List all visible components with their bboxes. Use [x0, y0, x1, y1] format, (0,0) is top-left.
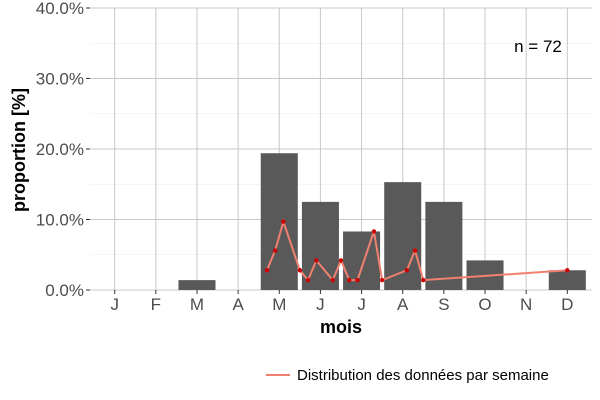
bar — [548, 270, 586, 290]
weekly-point — [305, 277, 311, 283]
x-tick-label: S — [438, 295, 449, 314]
weekly-point — [404, 268, 410, 273]
bar — [178, 280, 216, 290]
x-tick-label: J — [316, 295, 325, 314]
weekly-point — [347, 277, 352, 283]
x-tick-label: J — [110, 295, 119, 314]
weekly-point — [330, 277, 335, 283]
weekly-point — [314, 258, 319, 263]
weekly-distribution-line — [266, 218, 568, 283]
x-tick-label: M — [272, 295, 286, 314]
y-tick-label: 40.0% — [36, 0, 84, 18]
bar — [425, 201, 463, 290]
sample-size-annotation: n = 72 — [514, 37, 562, 56]
weekly-point — [272, 248, 278, 253]
weekly-point — [371, 229, 377, 234]
x-tick-label: D — [561, 295, 573, 314]
bar — [301, 201, 339, 290]
y-tick-label: 30.0% — [36, 70, 84, 89]
legend-label: Distribution des données par semaine — [297, 367, 549, 384]
x-tick-label: O — [478, 295, 491, 314]
weekly-point — [338, 258, 344, 263]
weekly-point — [355, 277, 360, 283]
x-tick-label: J — [357, 295, 366, 314]
weekly-point — [565, 268, 570, 273]
weekly-line — [264, 218, 570, 283]
bar — [260, 153, 298, 290]
y-axis-ticks: 0.0% 10.0% 20.0% 30.0% 40.0% — [36, 0, 90, 300]
x-axis-title: mois — [320, 317, 362, 337]
x-tick-label: A — [397, 295, 409, 314]
weekly-point — [281, 219, 286, 224]
x-tick-label: F — [151, 295, 161, 314]
weekly-point — [379, 277, 385, 283]
y-tick-label: 0.0% — [45, 281, 84, 300]
y-axis-title: proportion [%] — [9, 88, 29, 212]
weekly-point — [412, 248, 418, 253]
weekly-point — [421, 277, 426, 283]
weekly-point — [264, 268, 270, 273]
legend: Distribution des données par semaine — [266, 367, 549, 384]
x-tick-label: N — [520, 295, 532, 314]
y-tick-label: 10.0% — [36, 211, 84, 230]
y-tick-label: 20.0% — [36, 140, 84, 159]
bars — [178, 153, 586, 290]
weekly-point — [297, 268, 303, 273]
x-tick-label: M — [190, 295, 204, 314]
bar — [384, 182, 422, 290]
x-tick-label: A — [232, 295, 244, 314]
